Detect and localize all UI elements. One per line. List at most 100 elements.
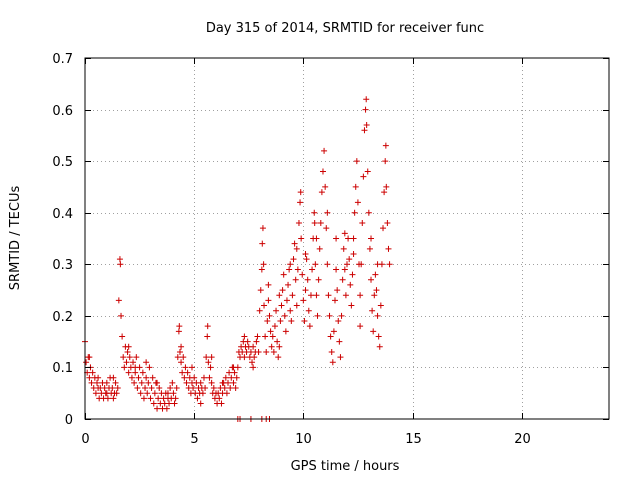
data-point [92, 390, 99, 397]
data-point [314, 312, 321, 319]
data-point [174, 354, 181, 361]
data-point [249, 359, 256, 366]
data-point [382, 158, 389, 165]
data-point [324, 209, 331, 216]
data-point [254, 333, 261, 340]
data-point [183, 379, 190, 386]
data-point [311, 209, 318, 216]
data-point [350, 235, 357, 242]
data-point [202, 385, 209, 392]
data-point [95, 374, 102, 381]
data-point [369, 307, 376, 314]
data-point [184, 369, 191, 376]
data-point [377, 302, 384, 309]
data-point [208, 354, 215, 361]
data-point [144, 390, 151, 397]
y-tick-label: 0 [65, 413, 73, 428]
data-point [290, 256, 297, 263]
data-point [241, 333, 248, 340]
data-point [287, 261, 294, 268]
x-axis-label: GPS time / hours [291, 459, 400, 474]
data-point [319, 168, 326, 175]
data-point [382, 142, 389, 149]
data-point [288, 318, 295, 325]
data-point [360, 173, 367, 180]
data-point [357, 323, 364, 330]
data-point [133, 354, 140, 361]
data-point [283, 297, 290, 304]
data-point [359, 220, 366, 227]
data-point [191, 374, 198, 381]
data-point [114, 385, 121, 392]
data-point [197, 379, 204, 386]
data-point [287, 307, 294, 314]
data-point [150, 400, 157, 407]
data-point [231, 369, 238, 376]
data-point [266, 312, 273, 319]
data-point [250, 343, 257, 350]
data-point [348, 302, 355, 309]
data-point [265, 281, 272, 288]
data-point [371, 292, 378, 299]
data-point [253, 338, 260, 345]
data-point [221, 385, 228, 392]
data-point [259, 240, 266, 247]
data-point [269, 333, 276, 340]
data-point [306, 323, 313, 330]
data-point [329, 359, 336, 366]
data-point [338, 312, 345, 319]
data-point [125, 369, 132, 376]
data-point [282, 328, 289, 335]
data-point [384, 220, 391, 227]
x-tick-label: 10 [295, 432, 312, 447]
data-point [244, 338, 251, 345]
data-point [176, 348, 183, 355]
data-point [289, 292, 296, 299]
data-point [276, 343, 283, 350]
data-point [103, 379, 110, 386]
data-point [163, 405, 170, 412]
data-point [312, 261, 319, 268]
data-point [175, 328, 182, 335]
data-point [311, 220, 318, 227]
data-point [380, 225, 387, 232]
data-point [363, 96, 370, 103]
data-point [143, 374, 150, 381]
data-point [271, 323, 278, 330]
data-point [232, 385, 239, 392]
data-point [260, 261, 267, 268]
data-point [145, 379, 152, 386]
data-point [286, 266, 293, 273]
data-point [89, 369, 96, 376]
data-point [128, 374, 135, 381]
data-point [293, 245, 300, 252]
data-point [113, 390, 120, 397]
data-point [321, 147, 328, 154]
data-point [354, 199, 361, 206]
data-point [374, 261, 381, 268]
data-point [345, 235, 352, 242]
data-point [188, 364, 195, 371]
data-point [368, 235, 375, 242]
data-point [337, 354, 344, 361]
data-point [298, 235, 305, 242]
data-point [285, 281, 292, 288]
data-point [258, 266, 265, 273]
y-tick-label: 0.7 [52, 52, 73, 67]
data-point [154, 405, 161, 412]
data-point [330, 328, 337, 335]
data-point [291, 240, 298, 247]
data-point [333, 266, 340, 273]
data-point [180, 354, 187, 361]
data-point [137, 390, 144, 397]
data-point [146, 364, 153, 371]
data-point [373, 287, 380, 294]
data-point [265, 297, 272, 304]
data-point [326, 312, 333, 319]
data-point [138, 379, 145, 386]
data-point [226, 369, 233, 376]
data-point [268, 343, 275, 350]
y-tick-label: 0.3 [52, 258, 73, 273]
data-point [143, 359, 150, 366]
data-point [281, 312, 288, 319]
